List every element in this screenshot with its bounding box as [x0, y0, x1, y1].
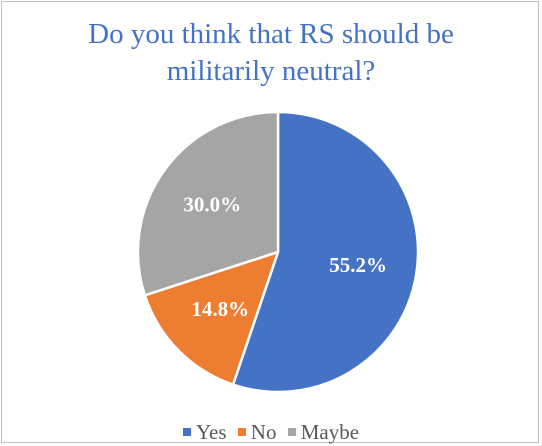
- chart-title: Do you think that RS should be militaril…: [2, 16, 540, 90]
- legend-item-yes: Yes: [182, 420, 227, 444]
- legend-item-maybe: Maybe: [287, 420, 360, 444]
- legend-swatch-yes: [182, 428, 191, 436]
- chart-legend: Yes No Maybe: [2, 420, 540, 444]
- data-label-no: 14.8%: [191, 297, 249, 321]
- chart-title-line-2: militarily neutral?: [166, 55, 376, 87]
- data-label-yes: 55.2%: [329, 253, 387, 277]
- legend-swatch-maybe: [287, 428, 296, 436]
- pie-slice-yes: [231, 110, 420, 394]
- legend-label-yes: Yes: [195, 420, 227, 444]
- data-label-maybe: 30.0%: [183, 192, 241, 216]
- chart-title-line-1: Do you think that RS should be: [88, 18, 454, 50]
- pie-slice-maybe: [136, 110, 280, 297]
- legend-label-maybe: Maybe: [300, 420, 360, 444]
- legend-swatch-no: [237, 428, 246, 436]
- legend-item-no: No: [237, 420, 277, 444]
- legend-label-no: No: [250, 420, 277, 444]
